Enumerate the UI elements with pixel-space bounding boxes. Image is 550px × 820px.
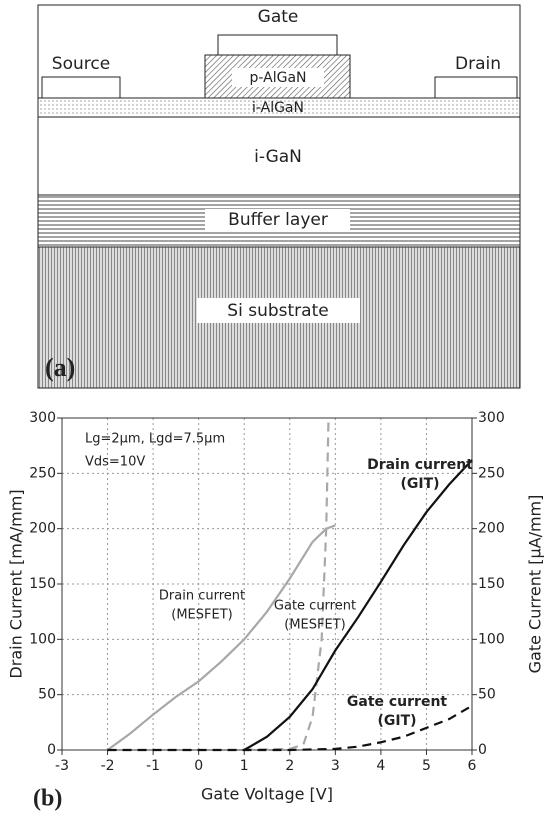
source-label: Source	[52, 54, 110, 74]
y2-tick-label: 200	[478, 521, 505, 537]
y2-axis-label: Gate Current [μA/mm]	[526, 495, 545, 674]
y-tick-label: 150	[29, 576, 56, 592]
source-pad	[41, 76, 121, 99]
series-label: Drain current	[367, 457, 473, 473]
x-tick-label: 3	[331, 758, 340, 774]
gate-metal	[217, 34, 338, 56]
y2-tick-label: 150	[478, 576, 505, 592]
y-tick-label: 250	[29, 465, 56, 481]
gate-label: Gate	[258, 7, 299, 27]
substrate-label: Si substrate	[227, 301, 328, 321]
series-label: (GIT)	[400, 476, 439, 492]
y-tick-label: 200	[29, 521, 56, 537]
y-tick-label: 0	[47, 742, 56, 758]
x-tick-label: 1	[240, 758, 249, 774]
y2-tick-label: 50	[478, 687, 496, 703]
series-label: (MESFET)	[171, 608, 232, 623]
x-tick-label: -1	[146, 758, 160, 774]
chart: -3 -2 -1 0 1 2 3 4 5 6050100150200250300050100150…	[7, 410, 545, 812]
panel-label: (a)	[45, 353, 75, 382]
i-gan-label: i-GaN	[254, 147, 302, 167]
x-tick-label: 2	[285, 758, 294, 774]
series-label: Gate current	[274, 599, 356, 614]
y2-tick-label: 0	[478, 742, 487, 758]
series-label: Drain current	[159, 589, 245, 604]
frame	[37, 4, 521, 389]
x-tick-label: 4	[376, 758, 385, 774]
x-axis-label: Gate Voltage [V]	[201, 785, 333, 804]
y-tick-label: 100	[29, 631, 56, 647]
series-line	[106, 524, 336, 751]
i-algan-label: i-AlGaN	[252, 100, 304, 116]
device-diagram: Gate Source Drain p-AlGaN i-AlGaN i-GaN …	[37, 4, 521, 389]
series-line	[107, 704, 473, 752]
series-line	[243, 459, 473, 751]
annotation: Vds=10V	[85, 455, 145, 470]
label-bg	[232, 68, 324, 87]
i-gan-layer	[37, 116, 521, 196]
series-label: (MESFET)	[284, 618, 345, 633]
x-tick-label: 5	[422, 758, 431, 774]
y-tick-label: 300	[29, 410, 56, 426]
series-label: Gate current	[347, 694, 448, 710]
panel-label: (b)	[33, 786, 62, 812]
series-line	[244, 417, 330, 752]
buffer-label: Buffer layer	[228, 210, 328, 230]
label-bg	[205, 209, 350, 231]
x-tick-label: 6	[468, 758, 477, 774]
x-tick-label: 0	[194, 758, 203, 774]
y2-tick-label: 300	[478, 410, 505, 426]
x-tick-label: -2	[101, 758, 115, 774]
y-axis-label: Drain Current [mA/mm]	[7, 489, 26, 678]
drain-label: Drain	[455, 54, 501, 74]
drain-pad	[434, 76, 518, 99]
p-algan-label: p-AlGaN	[250, 70, 307, 86]
y2-tick-label: 250	[478, 465, 505, 481]
y2-tick-label: 100	[478, 631, 505, 647]
annotation: Lg=2μm, Lgd=7.5μm	[85, 432, 225, 447]
series-label: (GIT)	[377, 713, 416, 729]
y-tick-label: 50	[38, 687, 56, 703]
x-tick-label: -3	[55, 758, 69, 774]
label-bg	[197, 298, 360, 323]
